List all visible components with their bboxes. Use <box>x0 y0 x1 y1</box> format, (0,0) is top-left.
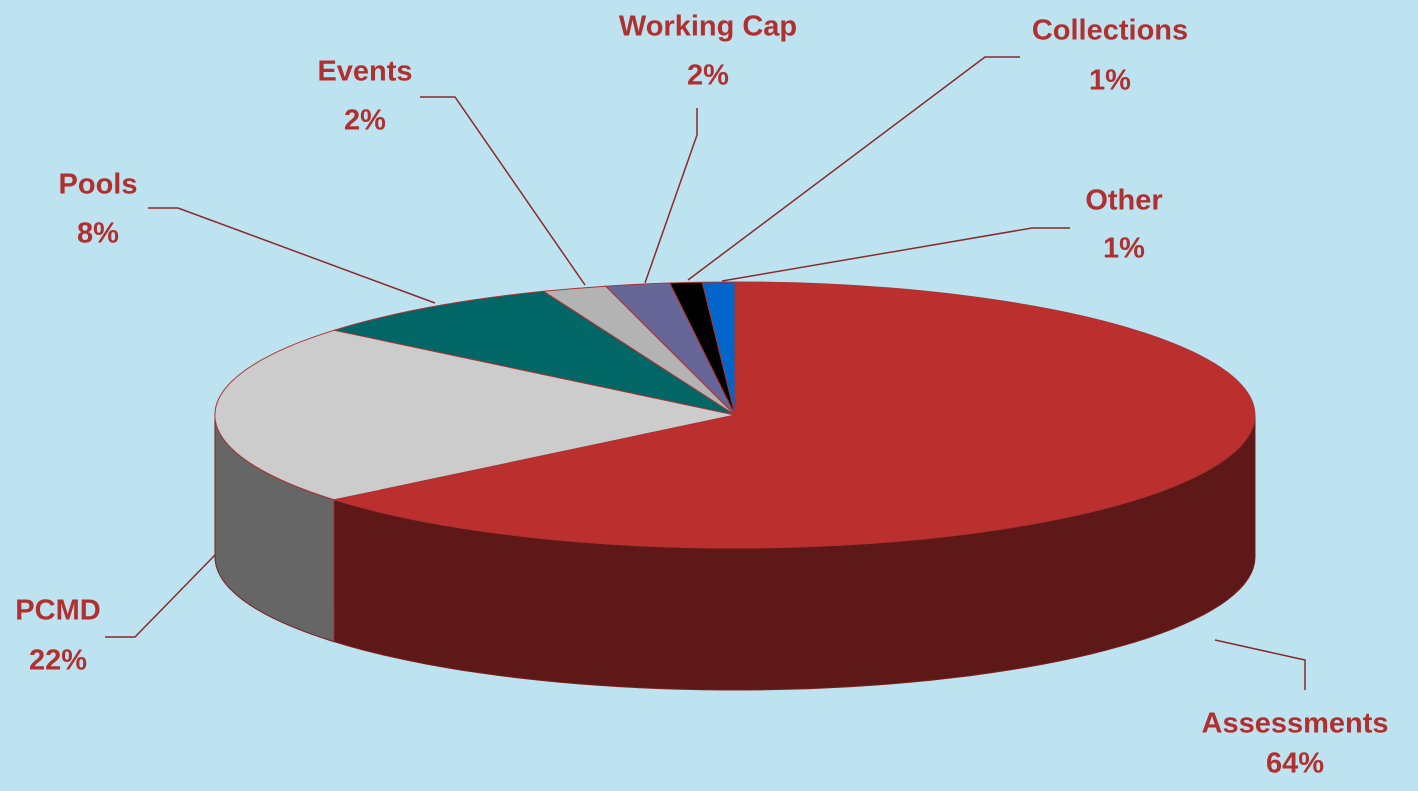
slice-value-label: 1% <box>1103 233 1145 265</box>
slice-label: Assessments <box>1202 708 1389 740</box>
leader-line <box>1214 639 1306 690</box>
slice-value-label: 2% <box>344 105 386 137</box>
slice-value-label: 2% <box>687 60 729 92</box>
leader-line <box>148 207 436 304</box>
slice <box>701 281 736 416</box>
slice <box>332 290 736 416</box>
leader-line <box>420 96 586 286</box>
slice-label: Events <box>317 56 412 88</box>
slice-label: PCMD <box>15 595 100 627</box>
slice-value-label: 64% <box>1266 748 1324 780</box>
leader-line <box>721 227 1070 282</box>
leader-line <box>687 56 1020 281</box>
slice <box>214 329 736 501</box>
slice-value-label: 8% <box>77 218 119 250</box>
leader-line <box>644 108 698 284</box>
slice-label: Other <box>1085 185 1162 217</box>
slice <box>332 281 1256 549</box>
slice-label: Working Cap <box>619 11 797 43</box>
slice-label: Collections <box>1032 15 1188 47</box>
slice-label: Pools <box>59 169 138 201</box>
leader-line <box>105 554 216 638</box>
slice-value-label: 22% <box>29 645 87 677</box>
slice-value-label: 1% <box>1089 65 1131 97</box>
